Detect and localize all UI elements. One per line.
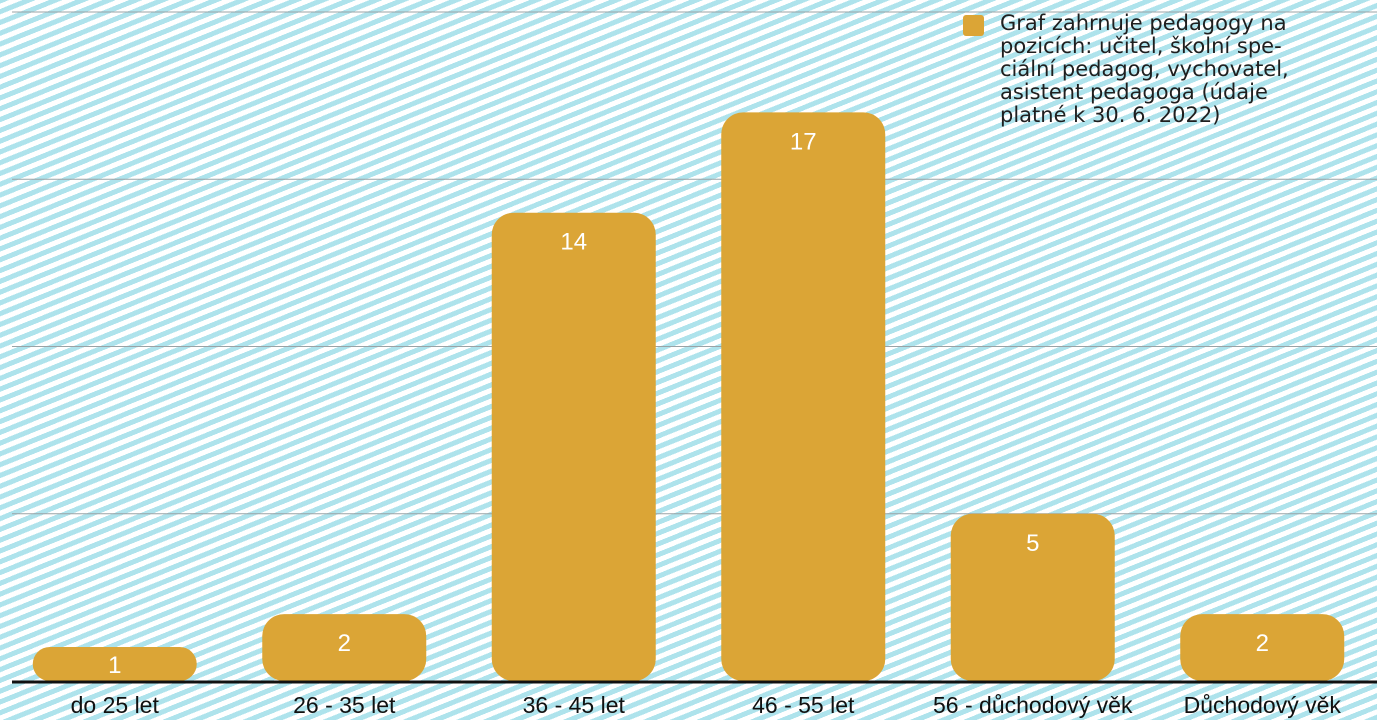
data-label: 1 [108,652,121,679]
data-label: 2 [338,630,351,657]
x-tick-label: 26 - 35 let [293,692,396,718]
legend: Graf zahrnuje pedagogy na pozicích: učit… [963,12,1323,127]
x-tick-label: 46 - 55 let [752,692,855,718]
data-label: 5 [1026,530,1039,557]
bar [262,614,427,681]
x-tick-label: do 25 let [71,692,160,718]
data-label: 14 [560,229,587,256]
x-tick-label: 36 - 45 let [523,692,626,718]
bar [950,513,1115,681]
data-label: 17 [790,128,817,155]
gridlines [12,11,1377,515]
x-tick-labels: do 25 let 26 - 35 let 36 - 45 let 46 - 55 l… [71,692,1342,718]
x-tick-label: Důchodový věk [1184,692,1342,718]
legend-swatch [963,15,984,36]
x-tick-label: 56 - důchodový věk [933,692,1133,718]
data-labels: 1 2 14 17 5 2 [108,128,1269,679]
legend-entry: Graf zahrnuje pedagogy na pozicích: učit… [1000,11,1289,127]
bar [1180,614,1345,681]
bar [32,647,197,681]
bar [721,112,886,682]
data-label: 2 [1256,630,1269,657]
bars [32,112,1345,682]
bar [491,212,656,681]
